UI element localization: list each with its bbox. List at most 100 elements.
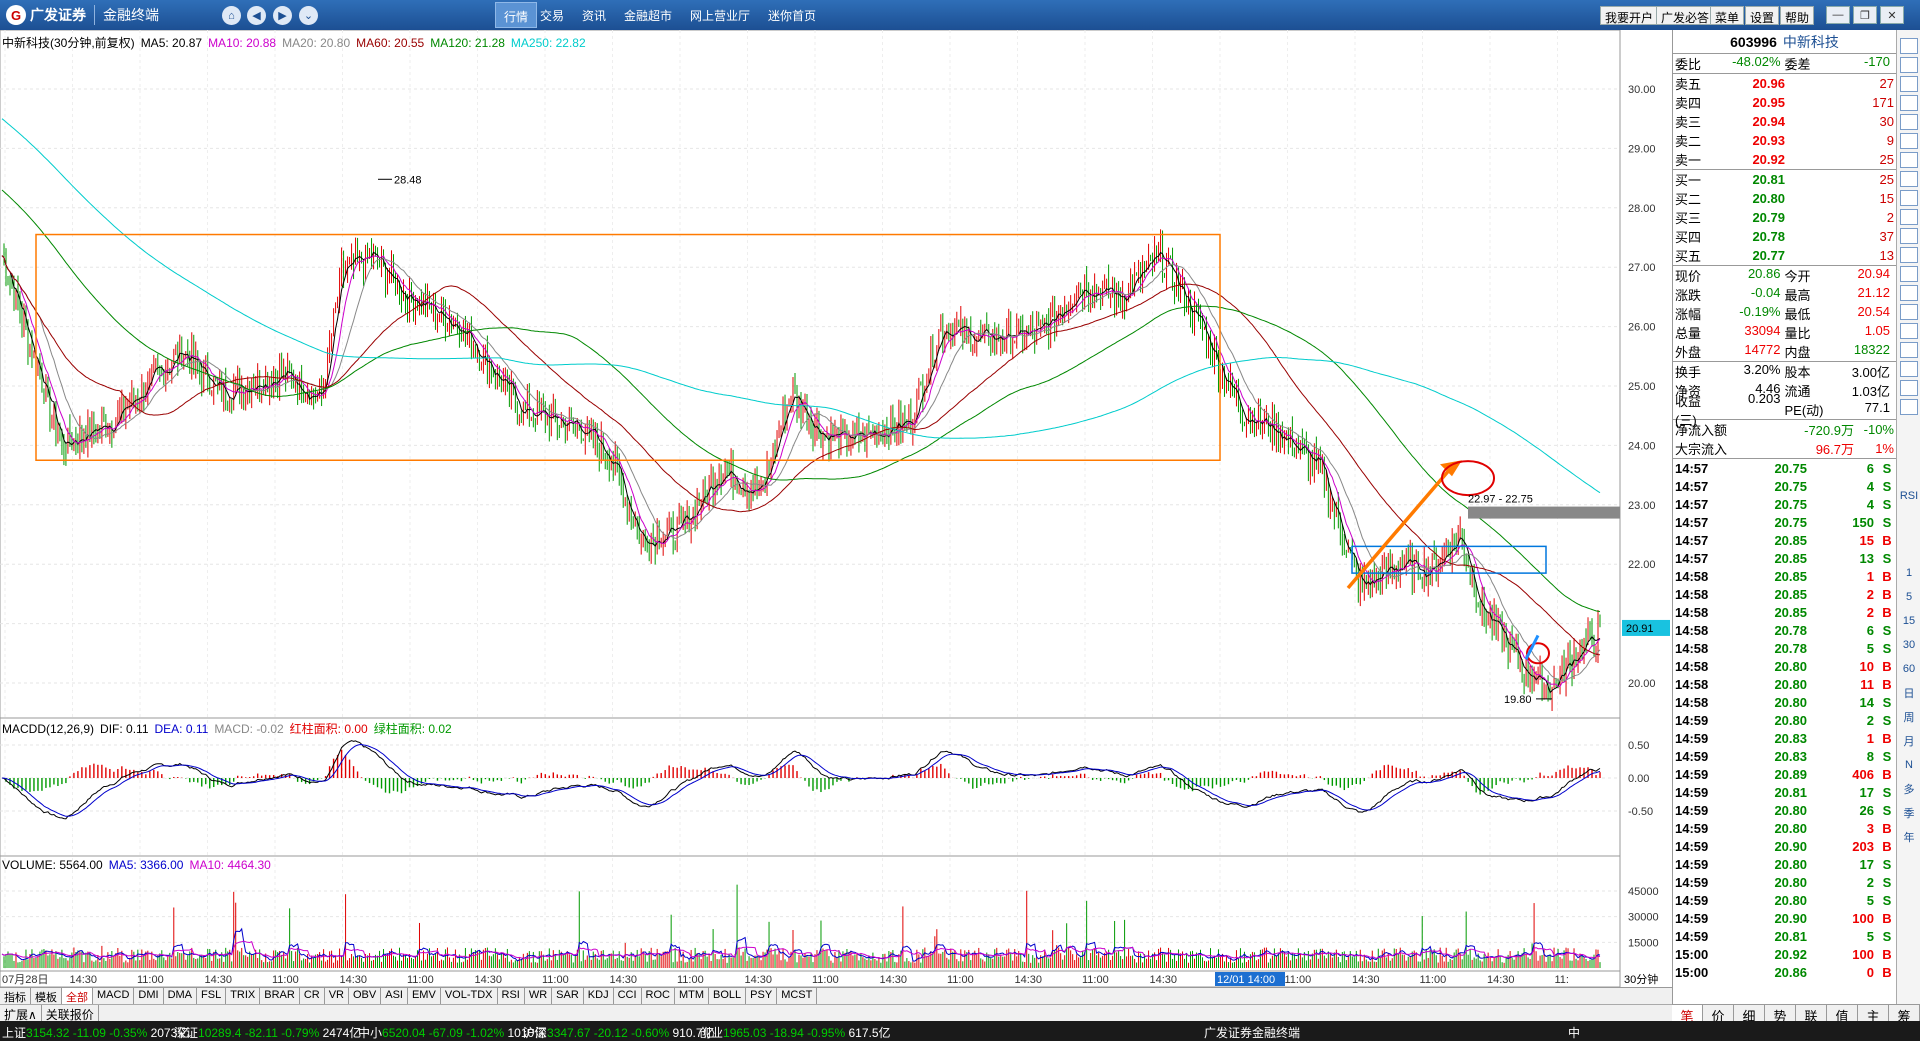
period-8[interactable]: N: [1905, 759, 1913, 771]
restore-icon[interactable]: ❐: [1853, 6, 1877, 24]
ask-row-1[interactable]: 卖四 20.95 171: [1673, 93, 1896, 112]
indicator-tab-21[interactable]: MTM: [675, 988, 710, 1004]
tick-list[interactable]: 14:57 20.75 6 S 14:57 20.75 4 S 14:57 20.75 4 S 14:5…: [1673, 459, 1896, 981]
rsi-tool[interactable]: RSI: [1899, 490, 1919, 502]
indicator-tab-11[interactable]: OBV: [349, 988, 382, 1004]
index-1[interactable]: 深证10289.4 -82.11 -0.79% 2474亿: [174, 1024, 361, 1041]
tool-icon-9[interactable]: [1900, 209, 1918, 225]
indicator-tab-8[interactable]: BRAR: [260, 988, 300, 1004]
period-3[interactable]: 30: [1902, 639, 1916, 651]
ask-row-4[interactable]: 卖一 20.92 25: [1673, 150, 1896, 169]
right-tab-2[interactable]: 细: [1734, 1005, 1765, 1024]
home-icon[interactable]: ⌂: [222, 6, 241, 25]
tool-icon-6[interactable]: [1900, 152, 1918, 168]
tool-icon-11[interactable]: [1900, 247, 1918, 263]
ext-tab-1[interactable]: 关联报价: [42, 1005, 99, 1022]
chart-canvas[interactable]: 30.00 29.00 28.00 27.00 26.00 25.00 24.00 23.00…: [0, 30, 1672, 987]
tool-icon-17[interactable]: [1900, 361, 1918, 377]
indicator-tab-9[interactable]: CR: [300, 988, 325, 1004]
ime-indicator[interactable]: 中: [1568, 1026, 1581, 1040]
top-button-3[interactable]: 设置: [1745, 6, 1780, 25]
indicator-tab-12[interactable]: ASI: [381, 988, 408, 1004]
index-0[interactable]: 上证3154.32 -11.09 -0.35% 2073亿: [2, 1024, 189, 1041]
tool-icon-2[interactable]: [1900, 76, 1918, 92]
tool-icon-10[interactable]: [1900, 228, 1918, 244]
menu-3[interactable]: 金融超市: [624, 9, 673, 23]
tool-icon-8[interactable]: [1900, 190, 1918, 206]
tool-icon-18[interactable]: [1900, 380, 1918, 396]
menu-4[interactable]: 网上营业厅: [690, 9, 751, 23]
bid-row-3[interactable]: 买四 20.78 37: [1673, 227, 1896, 246]
right-tab-4[interactable]: 联: [1796, 1005, 1827, 1024]
right-tab-3[interactable]: 势: [1765, 1005, 1796, 1024]
bid-row-4[interactable]: 买五 20.77 13: [1673, 246, 1896, 265]
indicator-tab-18[interactable]: KDJ: [584, 988, 614, 1004]
period-5[interactable]: 日: [1903, 688, 1915, 700]
indicator-tab-4[interactable]: DMI: [134, 988, 164, 1004]
indicator-tab-14[interactable]: VOL-TDX: [441, 988, 498, 1004]
index-4[interactable]: 创业1965.03 -18.94 -0.95% 617.5亿: [699, 1024, 891, 1041]
period-4[interactable]: 60: [1902, 663, 1916, 675]
tool-icon-3[interactable]: [1900, 95, 1918, 111]
period-9[interactable]: 多: [1903, 784, 1915, 796]
period-11[interactable]: 年: [1903, 832, 1915, 844]
ask-row-0[interactable]: 卖五 20.96 27: [1673, 74, 1896, 93]
top-button-1[interactable]: 广发必答: [1656, 6, 1715, 25]
menu-1[interactable]: 交易: [540, 9, 565, 23]
indicator-tab-2[interactable]: 全部: [62, 988, 93, 1004]
ext-tab-0[interactable]: 扩展∧: [0, 1005, 42, 1022]
bid-row-2[interactable]: 买三 20.79 2: [1673, 208, 1896, 227]
tool-icon-16[interactable]: [1900, 342, 1918, 358]
indicator-tab-1[interactable]: 模板: [31, 988, 62, 1004]
indicator-tab-6[interactable]: FSL: [197, 988, 227, 1004]
top-button-0[interactable]: 我要开户: [1600, 6, 1659, 25]
period-10[interactable]: 季: [1903, 808, 1915, 820]
period-7[interactable]: 月: [1903, 736, 1915, 748]
period-0[interactable]: 1: [1905, 567, 1913, 579]
right-tab-0[interactable]: 笔: [1672, 1005, 1703, 1024]
period-6[interactable]: 周: [1903, 712, 1915, 724]
right-tab-5[interactable]: 值: [1827, 1005, 1858, 1024]
tool-icon-15[interactable]: [1900, 323, 1918, 339]
tool-icon-1[interactable]: [1900, 57, 1918, 73]
forward-icon[interactable]: ▶: [273, 6, 292, 25]
ask-row-3[interactable]: 卖二 20.93 9: [1673, 131, 1896, 150]
back-icon[interactable]: ◀: [247, 6, 266, 25]
menu-5[interactable]: 迷你首页: [768, 9, 817, 23]
right-tab-7[interactable]: 筹: [1889, 1005, 1920, 1024]
indicator-tab-10[interactable]: VR: [325, 988, 349, 1004]
indicator-tab-7[interactable]: TRIX: [226, 988, 261, 1004]
top-button-2[interactable]: 菜单: [1710, 6, 1745, 25]
menu-0[interactable]: 行情: [495, 2, 538, 28]
tool-icon-4[interactable]: [1900, 114, 1918, 130]
tool-icon-12[interactable]: [1900, 266, 1918, 282]
tool-icon-13[interactable]: [1900, 285, 1918, 301]
indicator-tab-24[interactable]: MCST: [777, 988, 818, 1004]
indicator-tab-13[interactable]: EMV: [408, 988, 441, 1004]
menu-2[interactable]: 资讯: [582, 9, 607, 23]
indicator-tab-0[interactable]: 指标: [0, 988, 31, 1004]
dropdown-icon[interactable]: ⌄: [299, 6, 318, 25]
bid-row-1[interactable]: 买二 20.80 15: [1673, 189, 1896, 208]
indicator-tab-20[interactable]: ROC: [642, 988, 675, 1004]
minimize-icon[interactable]: —: [1826, 6, 1850, 24]
top-button-4[interactable]: 帮助: [1780, 6, 1815, 25]
right-tab-1[interactable]: 价: [1703, 1005, 1734, 1024]
tool-icon-7[interactable]: [1900, 171, 1918, 187]
indicator-tab-3[interactable]: MACD: [93, 988, 135, 1004]
indicator-tab-19[interactable]: CCI: [614, 988, 642, 1004]
period-1[interactable]: 5: [1905, 591, 1913, 603]
close-icon[interactable]: ✕: [1880, 6, 1904, 24]
indicator-tab-5[interactable]: DMA: [164, 988, 198, 1004]
tool-icon-14[interactable]: [1900, 304, 1918, 320]
index-2[interactable]: 中小6520.04 -67.09 -1.02% 1010亿: [358, 1024, 546, 1041]
tool-icon-0[interactable]: [1900, 38, 1918, 54]
indicator-tab-22[interactable]: BOLL: [709, 988, 747, 1004]
right-tab-6[interactable]: 主: [1858, 1005, 1889, 1024]
indicator-tab-16[interactable]: WR: [525, 988, 553, 1004]
period-2[interactable]: 15: [1902, 615, 1916, 627]
tool-icon-5[interactable]: [1900, 133, 1918, 149]
ask-row-2[interactable]: 卖三 20.94 30: [1673, 112, 1896, 131]
bid-row-0[interactable]: 买一 20.81 25: [1673, 170, 1896, 189]
indicator-tab-17[interactable]: SAR: [552, 988, 584, 1004]
